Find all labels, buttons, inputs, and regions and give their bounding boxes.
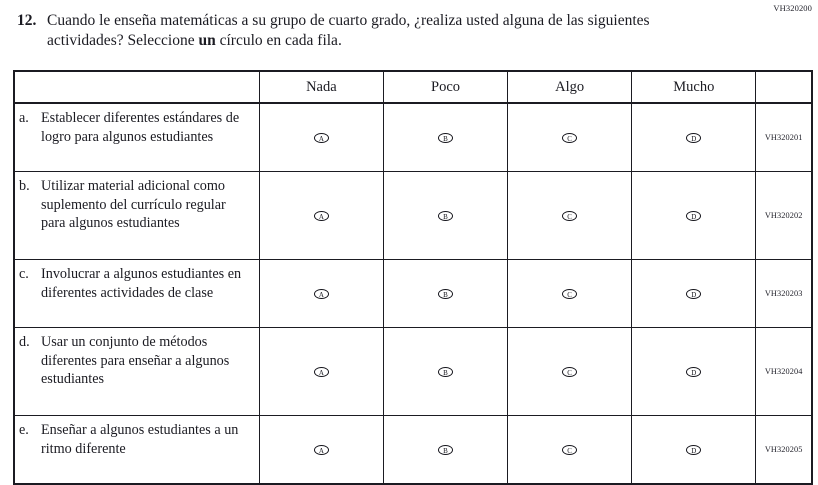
item-code-b: VH320202	[755, 171, 813, 260]
item-cell-d: d. Usar un conjunto de métodos diferente…	[13, 327, 260, 416]
header-code-column	[755, 70, 813, 104]
radio-bubble-b-algo[interactable]: C	[562, 210, 578, 221]
radio-bubble-e-mucho[interactable]: D	[686, 444, 702, 455]
option-cell-d-algo[interactable]: C	[507, 327, 633, 416]
item-text-e: Enseñar a algunos estudiantes a un ritmo…	[41, 422, 239, 457]
table-row: a. Establecer diferentes estándares de l…	[13, 102, 813, 172]
item-cell-b: b. Utilizar material adicional como supl…	[13, 171, 260, 260]
option-cell-c-algo[interactable]: C	[507, 259, 633, 328]
radio-bubble-b-mucho[interactable]: D	[686, 210, 702, 221]
item-code-e: VH320205	[755, 415, 813, 485]
option-cell-e-poco[interactable]: B	[382, 415, 509, 485]
option-cell-a-nada[interactable]: A	[258, 102, 384, 172]
radio-bubble-c-mucho[interactable]: D	[686, 288, 702, 299]
option-cell-b-algo[interactable]: C	[507, 171, 633, 260]
radio-bubble-e-poco[interactable]: B	[438, 444, 453, 455]
radio-bubble-c-algo[interactable]: C	[562, 288, 578, 299]
option-cell-e-nada[interactable]: A	[258, 415, 384, 485]
radio-bubble-d-nada[interactable]: A	[313, 366, 329, 377]
question-text: Cuando le enseña matemáticas a su grupo …	[47, 11, 702, 51]
table-row: b. Utilizar material adicional como supl…	[13, 171, 813, 260]
table-row: d. Usar un conjunto de métodos diferente…	[13, 327, 813, 416]
option-cell-b-poco[interactable]: B	[382, 171, 509, 260]
item-text-c: Involucrar a algunos estudiantes en dife…	[41, 266, 242, 301]
item-code-c: VH320203	[755, 259, 813, 328]
radio-bubble-d-poco[interactable]: B	[438, 366, 453, 377]
header-option-nada: Nada	[258, 70, 384, 104]
question-text-part1: Cuando le enseña matemáticas a su grupo …	[47, 12, 650, 49]
option-cell-a-poco[interactable]: B	[382, 102, 509, 172]
header-option-algo: Algo	[507, 70, 633, 104]
item-text-d: Usar un conjunto de métodos diferentes p…	[41, 334, 230, 387]
option-cell-a-algo[interactable]: C	[507, 102, 633, 172]
header-item-column	[13, 70, 260, 104]
option-cell-d-nada[interactable]: A	[258, 327, 384, 416]
item-letter-c: c.	[19, 266, 29, 282]
option-cell-b-nada[interactable]: A	[258, 171, 384, 260]
item-code-a: VH320201	[755, 102, 813, 172]
item-letter-b: b.	[19, 178, 30, 194]
option-cell-c-poco[interactable]: B	[382, 259, 509, 328]
item-code-d: VH320204	[755, 327, 813, 416]
radio-bubble-c-nada[interactable]: A	[313, 288, 329, 299]
table-header-row: Nada Poco Algo Mucho	[13, 70, 813, 104]
option-cell-c-mucho[interactable]: D	[631, 259, 757, 328]
radio-bubble-a-algo[interactable]: C	[562, 132, 578, 143]
item-cell-c: c. Involucrar a algunos estudiantes en d…	[13, 259, 260, 328]
option-cell-d-mucho[interactable]: D	[631, 327, 757, 416]
question-number: 12.	[17, 12, 37, 29]
radio-bubble-e-algo[interactable]: C	[562, 444, 578, 455]
option-cell-e-mucho[interactable]: D	[631, 415, 757, 485]
header-option-poco: Poco	[382, 70, 509, 104]
option-cell-d-poco[interactable]: B	[382, 327, 509, 416]
survey-matrix-table: Nada Poco Algo Mucho a. Establecer difer…	[13, 70, 813, 485]
header-option-mucho: Mucho	[631, 70, 757, 104]
question-text-emphasis: un	[198, 32, 216, 49]
item-text-a: Establecer diferentes estándares de logr…	[41, 110, 240, 145]
question-stem: 12. Cuando le enseña matemáticas a su gr…	[17, 11, 717, 51]
table-row: e. Enseñar a algunos estudiantes a un ri…	[13, 415, 813, 485]
form-code: VH320200	[773, 3, 812, 13]
radio-bubble-e-nada[interactable]: A	[313, 444, 329, 455]
radio-bubble-d-mucho[interactable]: D	[686, 366, 702, 377]
radio-bubble-b-poco[interactable]: B	[438, 210, 453, 221]
item-letter-e: e.	[19, 422, 29, 438]
item-letter-a: a.	[19, 110, 29, 126]
option-cell-c-nada[interactable]: A	[258, 259, 384, 328]
option-cell-e-algo[interactable]: C	[507, 415, 633, 485]
radio-bubble-d-algo[interactable]: C	[562, 366, 578, 377]
radio-bubble-a-nada[interactable]: A	[313, 132, 329, 143]
item-letter-d: d.	[19, 334, 30, 350]
item-text-b: Utilizar material adicional como supleme…	[41, 178, 226, 231]
option-cell-b-mucho[interactable]: D	[631, 171, 757, 260]
option-cell-a-mucho[interactable]: D	[631, 102, 757, 172]
radio-bubble-a-mucho[interactable]: D	[686, 132, 702, 143]
radio-bubble-b-nada[interactable]: A	[313, 210, 329, 221]
item-cell-e: e. Enseñar a algunos estudiantes a un ri…	[13, 415, 260, 485]
item-cell-a: a. Establecer diferentes estándares de l…	[13, 102, 260, 172]
radio-bubble-c-poco[interactable]: B	[438, 288, 453, 299]
table-row: c. Involucrar a algunos estudiantes en d…	[13, 259, 813, 328]
radio-bubble-a-poco[interactable]: B	[438, 132, 453, 143]
question-text-part2: círculo en cada fila.	[215, 32, 342, 49]
